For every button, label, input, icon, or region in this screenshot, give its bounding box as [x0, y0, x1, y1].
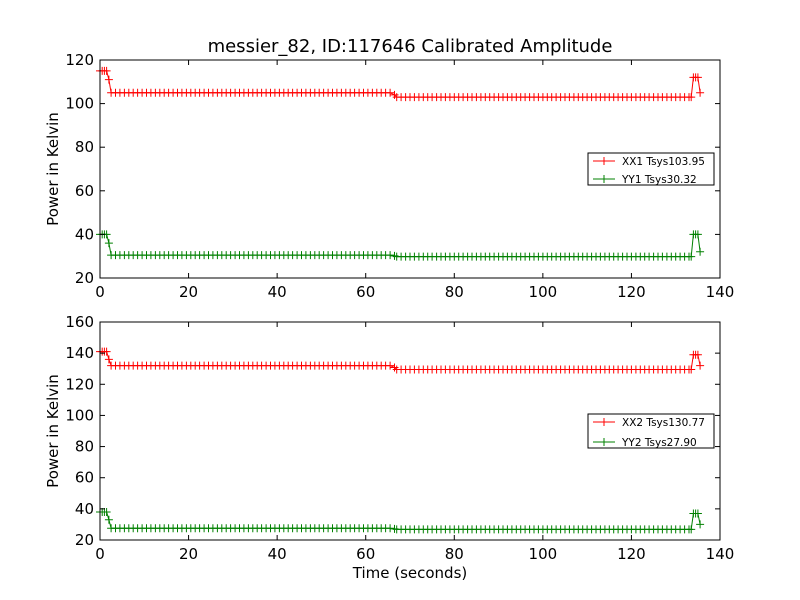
- y-tick-label: 120: [65, 375, 94, 393]
- data-point: [687, 525, 696, 534]
- data-point: [386, 251, 395, 260]
- x-tick-label: 40: [268, 545, 287, 563]
- legend-label: XX2 Tsys130.77: [622, 417, 705, 429]
- y-tick-label: 100: [65, 95, 94, 113]
- bottom-plot: 0 20 40 60 80 100 120 14020406080100120140160Po…: [44, 313, 734, 563]
- data-point: [386, 361, 395, 370]
- data-point: [386, 88, 395, 97]
- legend-box: [587, 152, 715, 186]
- x-tick-label: 140: [706, 545, 735, 563]
- data-point: [104, 75, 113, 84]
- x-tick-label: 80: [445, 283, 464, 301]
- y-axis-label: Power in Kelvin: [44, 112, 62, 226]
- data-point: [102, 508, 111, 516]
- y-tick-label: 40: [75, 500, 94, 518]
- legend-marker: [600, 157, 608, 165]
- x-tick-label: 80: [445, 545, 464, 563]
- data-point: [687, 365, 696, 374]
- x-tick-label: 60: [356, 545, 375, 563]
- x-tick-label: 120: [617, 283, 646, 301]
- y-tick-label: 120: [65, 51, 94, 69]
- data-point: [696, 247, 705, 256]
- data-point: [693, 509, 702, 518]
- plot-frame: [99, 59, 721, 279]
- y-tick-label: 100: [65, 406, 94, 424]
- y-tick-label: 20: [75, 269, 94, 287]
- x-tick-label: 40: [268, 283, 287, 301]
- legend-marker: [600, 418, 608, 426]
- x-tick-label: 140: [706, 283, 735, 301]
- chart-title: messier_82, ID:117646 Calibrated Amplitu…: [208, 36, 613, 57]
- x-tick-label: 0: [95, 283, 105, 301]
- data-point: [696, 88, 705, 97]
- x-tick-label: 100: [529, 283, 558, 301]
- data-point: [693, 73, 702, 82]
- legend-label: YY1 Tsys30.32: [621, 174, 697, 186]
- y-tick-label: 140: [65, 344, 94, 362]
- y-tick-label: 60: [75, 469, 94, 487]
- x-tick-label: 0: [95, 545, 105, 563]
- data-point: [104, 239, 113, 248]
- data-point: [104, 355, 113, 364]
- legend-label: YY2 Tsys27.90: [621, 437, 697, 449]
- legend-marker: [600, 175, 608, 183]
- plot-frame: [99, 321, 721, 541]
- y-tick-label: 20: [75, 531, 94, 549]
- y-tick-label: 80: [75, 138, 94, 156]
- legend-label: XX1 Tsys103.95: [622, 156, 705, 168]
- data-point: [693, 230, 702, 239]
- x-tick-label: 120: [617, 545, 646, 563]
- data-point: [687, 252, 696, 261]
- x-tick-label: 60: [356, 283, 375, 301]
- y-tick-label: 40: [75, 225, 94, 243]
- x-axis-label: Time (seconds): [352, 564, 468, 582]
- x-tick-label: 100: [529, 545, 558, 563]
- x-tick-label: 20: [179, 545, 198, 563]
- data-point: [386, 524, 395, 533]
- data-point: [687, 93, 696, 102]
- data-point: [102, 66, 111, 75]
- x-tick-label: 20: [179, 283, 198, 301]
- data-point: [102, 347, 111, 356]
- data-point: [104, 515, 113, 524]
- data-point: [693, 350, 702, 359]
- data-point: [696, 361, 705, 370]
- y-tick-label: 80: [75, 438, 94, 456]
- legend-marker: [600, 438, 608, 446]
- y-axis-label: Power in Kelvin: [44, 374, 62, 488]
- data-point: [696, 520, 705, 529]
- y-tick-label: 160: [65, 313, 94, 331]
- y-tick-label: 60: [75, 182, 94, 200]
